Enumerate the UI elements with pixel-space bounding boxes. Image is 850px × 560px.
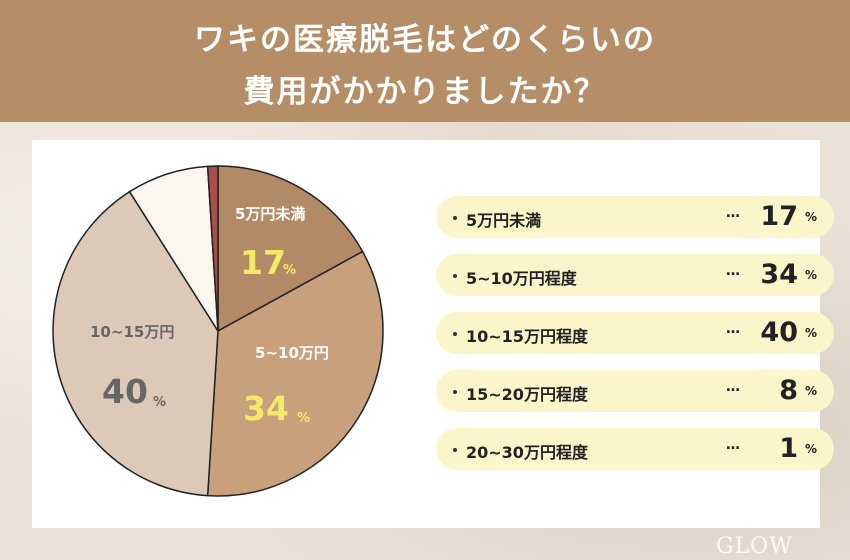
brand-watermark: GLOW xyxy=(716,534,793,559)
chart-title-line-1: ワキの医療脱毛はどのくらいの xyxy=(194,22,656,58)
legend-value: 40 xyxy=(760,317,798,348)
leader-dots: … xyxy=(726,263,741,279)
pie-value-label: 40 xyxy=(102,372,148,411)
pie-slice xyxy=(206,250,384,497)
pie-slice-label: 5万円未満 xyxy=(235,205,305,223)
legend-row: 10~15万円程度 … 40 % xyxy=(436,312,834,354)
pie-chart: 5万円未満 17% 5~10万円 34 % 10~15万円 40% xyxy=(52,165,384,497)
pie-slice xyxy=(52,190,219,497)
pie-percent-sign: % xyxy=(283,263,296,278)
bullet-icon xyxy=(453,332,457,336)
bullet-icon xyxy=(453,448,457,452)
bullet-icon xyxy=(453,216,457,220)
legend-row: 15~20万円程度 … 8 % xyxy=(436,370,834,412)
legend-label: 5万円未満 xyxy=(466,211,542,230)
legend-value: 17 xyxy=(760,201,798,232)
pie-percent-sign: % xyxy=(297,411,310,426)
legend-value: 34 xyxy=(760,259,798,290)
leader-dots: … xyxy=(726,437,741,453)
leader-dots: … xyxy=(726,205,741,221)
chart-card: 5万円未満 17% 5~10万円 34% 10~15万円 40% 5万円未満 … 17 %… xyxy=(32,140,834,528)
legend-label: 20~30万円程度 xyxy=(466,443,588,462)
pie-percent-sign: % xyxy=(153,395,166,410)
legend-percent: % xyxy=(804,326,817,340)
legend-row: 5万円未満 … 17 % xyxy=(436,196,834,238)
leader-dots: … xyxy=(726,379,741,395)
pie-slice-label: 5~10万円 xyxy=(255,344,329,362)
legend-value: 1 xyxy=(779,433,798,464)
legend-percent: % xyxy=(804,442,817,456)
leader-dots: … xyxy=(726,321,741,337)
pie-slice xyxy=(217,165,364,333)
pie-value-label: 17 xyxy=(240,243,286,282)
bullet-icon xyxy=(453,390,457,394)
legend-label: 15~20万円程度 xyxy=(466,385,588,404)
bullet-icon xyxy=(453,274,457,278)
legend-value: 8 xyxy=(779,375,798,406)
chart-title-line-2: 費用がかかりましたか？ xyxy=(243,74,607,110)
legend-label: 5~10万円程度 xyxy=(466,269,577,288)
legend-label: 10~15万円程度 xyxy=(466,327,588,346)
legend-row: 20~30万円程度 … 1 % xyxy=(436,428,834,470)
legend-row: 5~10万円程度 … 34 % xyxy=(436,254,834,296)
legend-percent: % xyxy=(804,384,817,398)
legend-percent: % xyxy=(804,210,817,224)
legend-percent: % xyxy=(804,268,817,282)
header-banner: ワキの医療脱毛はどのくらいの 費用がかかりましたか？ xyxy=(0,0,850,122)
pie-slice xyxy=(206,165,219,332)
pie-value-label: 34 xyxy=(243,389,289,428)
pie-slice-label: 10~15万円 xyxy=(90,323,174,341)
